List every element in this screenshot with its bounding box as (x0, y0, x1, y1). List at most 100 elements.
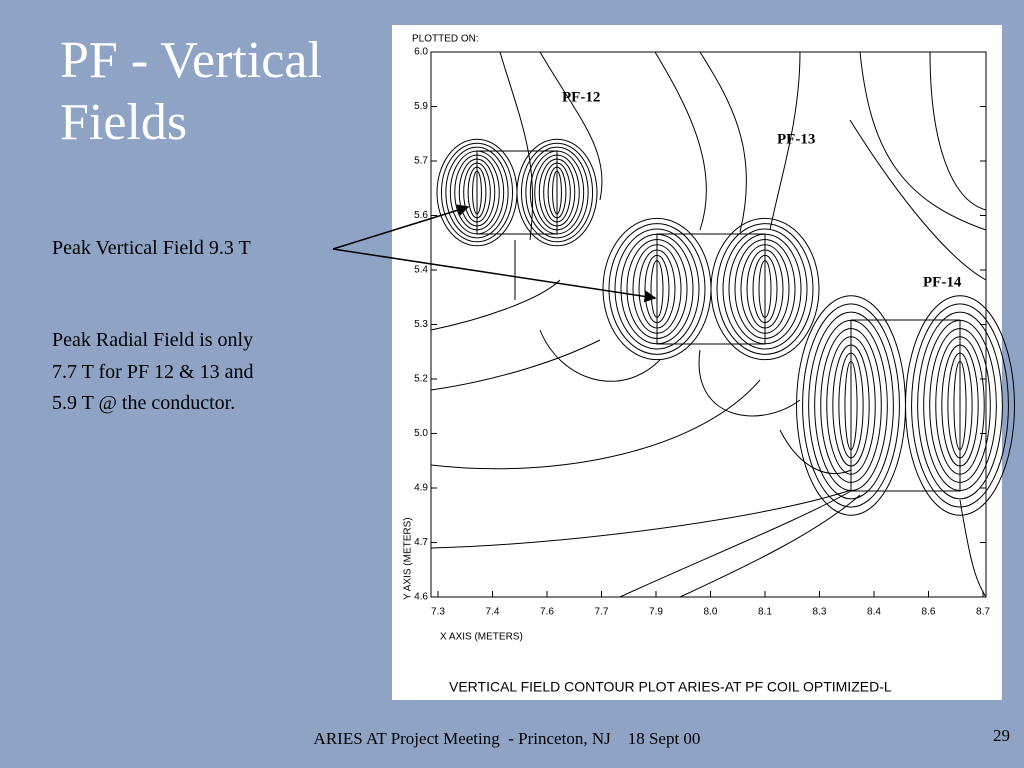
contour (923, 319, 997, 492)
y-tick-label: 4.6 (414, 592, 428, 603)
contour (454, 154, 500, 231)
contour (539, 329, 661, 382)
contour (463, 162, 491, 223)
contour (608, 223, 706, 355)
contour (929, 51, 987, 211)
y-tick-label: 5.3 (414, 319, 428, 330)
plot-panel (392, 25, 1002, 700)
contour (539, 51, 603, 201)
contour (699, 51, 747, 233)
contour (430, 379, 761, 470)
contour (728, 233, 802, 345)
x-tick-label: 8.4 (867, 607, 881, 618)
x-tick-label: 8.0 (704, 607, 718, 618)
contour (838, 352, 864, 459)
contour (619, 490, 852, 598)
x-tick-label: 7.7 (595, 607, 609, 618)
y-tick-label: 5.7 (414, 156, 428, 167)
contour (679, 494, 861, 598)
y-tick-label: 4.9 (414, 483, 428, 494)
y-tick-label: 6.0 (414, 47, 428, 58)
contour (516, 138, 598, 247)
slide-title: PF - Vertical Fields (60, 32, 322, 151)
contour (722, 228, 808, 350)
contour (941, 344, 979, 467)
note-line: 5.9 T @ the conductor. (52, 392, 236, 414)
contour (905, 295, 1015, 516)
coil-label: PF-13 (777, 131, 815, 147)
y-tick-label: 5.9 (414, 101, 428, 112)
contour (440, 142, 514, 243)
contour (832, 344, 870, 467)
callout: Peak Vertical Field 9.3 T (52, 237, 251, 259)
contour (911, 303, 1009, 508)
x-tick-label: 7.9 (649, 607, 663, 618)
x-tick-label: 7.4 (486, 607, 500, 618)
contour (430, 279, 561, 331)
y-axis-label: Y AXIS (METERS) (403, 517, 414, 600)
contour (547, 166, 567, 219)
contour (917, 311, 1003, 500)
contour (849, 119, 987, 281)
contour (802, 303, 900, 508)
contour (716, 223, 814, 355)
contour (529, 150, 585, 235)
contour (552, 170, 562, 215)
contour (472, 170, 482, 215)
contour (430, 489, 852, 549)
contour (638, 249, 676, 329)
contour (525, 146, 589, 239)
x-tick-label: 7.3 (431, 607, 445, 618)
x-tick-label: 8.6 (922, 607, 936, 618)
contour (820, 328, 882, 483)
contour (746, 249, 784, 329)
coil (850, 319, 961, 492)
coil-label: PF-14 (923, 274, 962, 290)
contour (499, 51, 534, 241)
arrow (332, 204, 470, 250)
page-number: 29 (993, 726, 1010, 745)
plot-caption: VERTICAL FIELD CONTOUR PLOT ARIES-AT PF … (449, 679, 892, 695)
contour (929, 328, 991, 483)
contour (654, 51, 707, 231)
contour (710, 217, 820, 361)
contour (534, 154, 580, 231)
contours (430, 51, 1015, 598)
x-tick-label: 8.1 (758, 607, 772, 618)
contour (650, 260, 664, 318)
contour (620, 233, 694, 345)
contour (538, 158, 576, 227)
contour (752, 254, 778, 324)
contour (614, 228, 700, 350)
plot-header: PLOTTED ON: (412, 34, 479, 45)
contour (449, 150, 505, 235)
y-tick-label: 5.2 (414, 374, 428, 385)
contour (698, 349, 801, 417)
contour (543, 162, 571, 223)
contour (445, 146, 509, 239)
y-tick-label: 4.7 (414, 537, 428, 548)
coil (476, 150, 558, 235)
contour (626, 239, 688, 339)
contour (859, 51, 987, 231)
x-tick-label: 7.6 (540, 607, 554, 618)
contour (826, 336, 876, 475)
contour (520, 142, 594, 243)
contour (947, 352, 973, 459)
contour (953, 360, 967, 451)
x-axis-label: X AXIS (METERS) (440, 632, 523, 643)
contour (430, 339, 601, 391)
contour (935, 336, 985, 475)
y-tick-label: 5.0 (414, 428, 428, 439)
contour (769, 51, 801, 231)
arrow (332, 248, 657, 303)
y-tick-label: 5.6 (414, 210, 428, 221)
contour (844, 360, 858, 451)
contour (632, 244, 682, 334)
footer: ARIES AT Project Meeting - Princeton, NJ… (313, 729, 701, 748)
contour (467, 166, 487, 219)
y-tick-label: 5.4 (414, 265, 428, 276)
coil-label: PF-12 (562, 89, 600, 105)
